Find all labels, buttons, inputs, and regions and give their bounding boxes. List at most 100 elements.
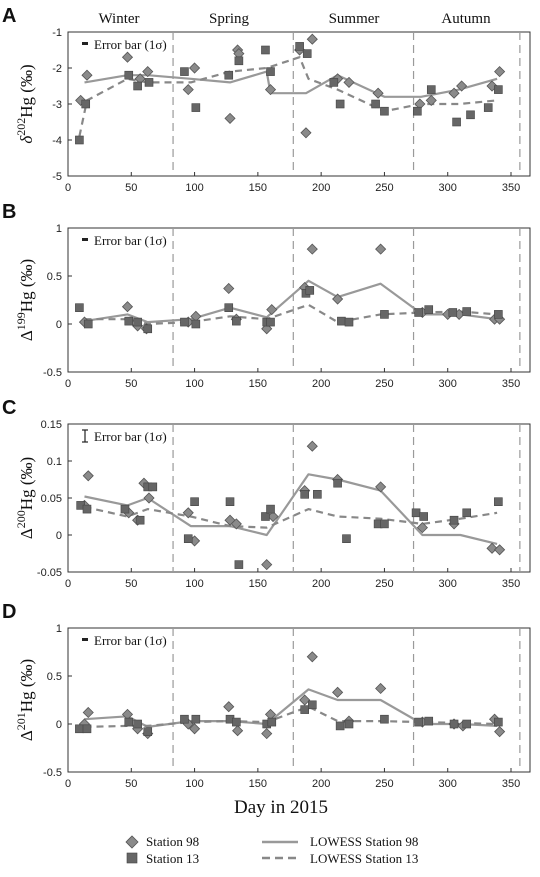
y-axis-unit: Hg (‰) [17, 457, 36, 510]
y-axis-isotope: 201 [14, 712, 28, 730]
x-tick-label: 200 [312, 578, 330, 590]
station13-point [124, 316, 134, 326]
station13-point [424, 716, 434, 726]
season-spring: Spring [209, 11, 250, 27]
station98-point [306, 33, 318, 45]
station13-point [449, 515, 459, 525]
y-tick-label: 0.1 [47, 456, 62, 468]
station98-point [375, 481, 387, 493]
station13-point [143, 727, 153, 736]
station13-point [414, 308, 423, 317]
plot-frame [67, 227, 531, 373]
lowess-98-line [84, 279, 498, 324]
y-tick-label: 0.15 [41, 419, 62, 431]
station98-point [121, 301, 134, 313]
x-tick-label: 50 [125, 578, 137, 590]
x-tick-label: 350 [502, 182, 520, 194]
station13-point [494, 310, 503, 319]
station13-point [302, 49, 312, 58]
station98-point [372, 87, 384, 99]
station13-point [462, 307, 472, 316]
x-tick-label: 250 [375, 578, 393, 590]
legend-lowess98: LOWESS Station 98 [310, 834, 418, 849]
station13-point [414, 717, 423, 727]
station98-point [261, 728, 273, 740]
y-axis-prefix: δ [17, 135, 36, 144]
station13-point [81, 99, 91, 109]
station98-point [182, 84, 194, 96]
y-tick-label: -0.5 [43, 767, 62, 779]
plot-frame [67, 627, 531, 773]
station13-point [143, 324, 153, 334]
station13-point [135, 515, 145, 525]
station13-point [234, 56, 244, 66]
x-tick-label: 300 [439, 778, 457, 790]
station98-point [494, 726, 506, 738]
station13-point [234, 560, 244, 569]
legend-diamond-marker [125, 835, 139, 849]
legend-square-marker [126, 852, 138, 864]
station98-point [448, 87, 460, 99]
station13-point [448, 308, 458, 317]
station13-point [329, 78, 339, 87]
station98-point [306, 440, 318, 452]
station13-point [305, 286, 315, 295]
station13-point [124, 717, 134, 727]
station98-point [82, 470, 94, 482]
station13-point [335, 99, 345, 109]
station13-point [191, 714, 201, 724]
station98-point [81, 69, 93, 81]
x-tick-label: 0 [65, 778, 71, 790]
x-tick-label: 100 [185, 378, 203, 390]
legend-station13: Station 13 [146, 851, 199, 866]
station13-point [133, 81, 142, 91]
season-summer: Summer [329, 11, 380, 27]
station98-point [332, 293, 344, 305]
station13-point [342, 534, 351, 544]
station13-point [261, 45, 270, 55]
station98-point [332, 686, 344, 698]
station13-point [344, 317, 354, 327]
y-tick-label: 1 [56, 623, 62, 635]
station13-point [82, 504, 92, 514]
station13-point [300, 489, 309, 499]
y-tick-label: 0.5 [47, 271, 62, 283]
x-tick-label: 100 [185, 182, 203, 194]
station98-point [300, 127, 312, 139]
station98-point [182, 507, 194, 519]
station13-point [83, 319, 93, 329]
x-tick-label: 350 [502, 378, 520, 390]
y-axis-title: Δ200Hg (‰) [14, 457, 36, 539]
x-axis-title: Day in 2015 [234, 797, 328, 818]
x-tick-label: 50 [125, 378, 137, 390]
station13-point [426, 85, 436, 94]
x-tick-label: 200 [312, 778, 330, 790]
station98-point [266, 304, 278, 316]
lowess-13-line [84, 505, 498, 529]
x-tick-label: 100 [185, 778, 203, 790]
x-tick-label: 350 [502, 578, 520, 590]
station98-point [375, 682, 387, 695]
station98-point [142, 66, 154, 78]
x-tick-label: 150 [249, 378, 267, 390]
station13-point [449, 719, 459, 729]
station13-point [494, 717, 503, 727]
y-axis-prefix: Δ [17, 528, 36, 539]
station98-point [230, 518, 242, 530]
error-bar-label: Error bar (1σ) [94, 633, 167, 648]
legend: Station 98 Station 13 LOWESS Station 98 … [125, 834, 418, 866]
station98-point [494, 544, 506, 556]
error-bar-label: Error bar (1σ) [94, 233, 167, 248]
panel-c: 0 50 100 150 200 250 300 350-0.0500.050.10.15CΔ… [2, 397, 531, 590]
lowess-98-line [84, 688, 498, 729]
station13-point [462, 508, 472, 518]
y-tick-label: -2 [52, 63, 62, 75]
y-tick-label: -0.05 [37, 567, 62, 579]
station13-point [380, 310, 389, 319]
station13-point [380, 714, 389, 724]
panel-letter: A [2, 5, 16, 27]
station13-point [225, 497, 235, 507]
station13-point [413, 106, 422, 116]
x-tick-label: 0 [65, 182, 71, 194]
